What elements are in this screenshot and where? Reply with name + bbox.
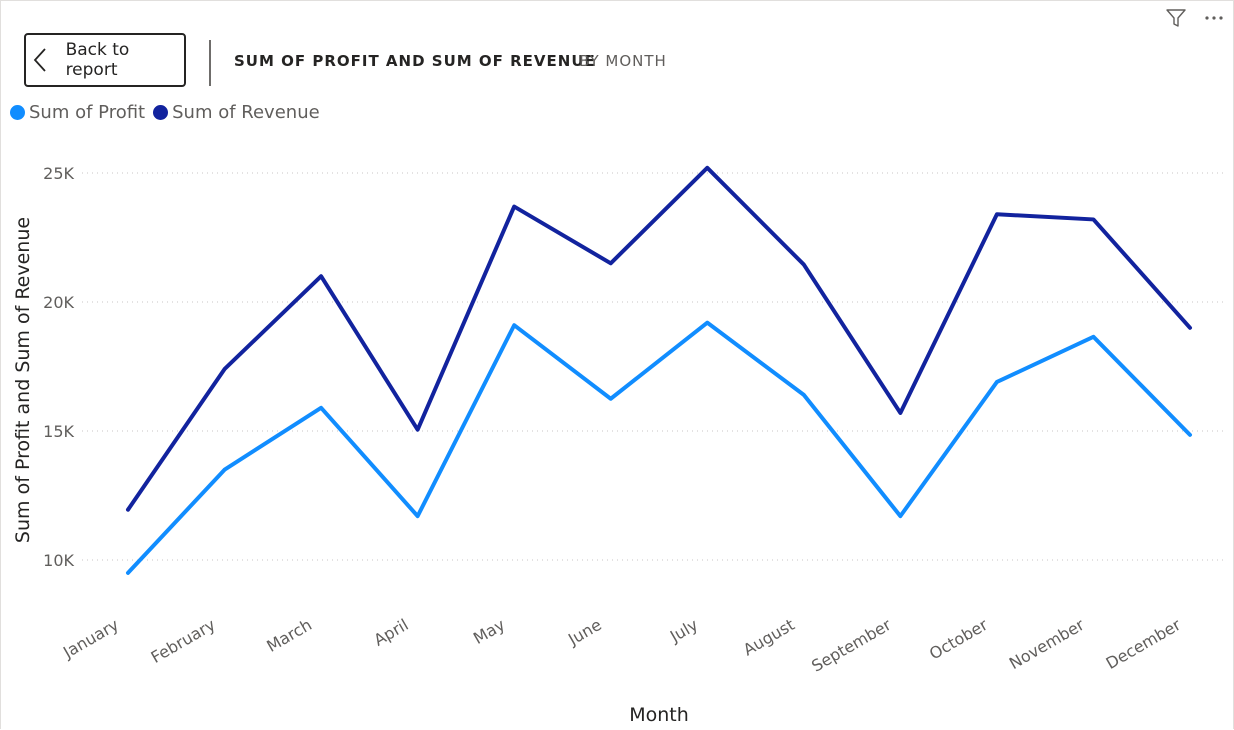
back-to-report-button[interactable]: Back to report [24, 33, 186, 87]
legend-item-revenue[interactable]: Sum of Revenue [153, 102, 320, 123]
data-point-profit [512, 323, 516, 327]
page-title: SUM OF PROFIT AND SUM OF REVENUE [234, 52, 596, 70]
series-line-profit [126, 320, 1192, 575]
data-point-revenue [512, 205, 516, 209]
data-point-profit [223, 468, 227, 472]
filter-icon[interactable] [1164, 6, 1188, 30]
data-point-revenue [609, 261, 613, 265]
data-point-revenue [319, 274, 323, 278]
page-subtitle: BY MONTH [579, 52, 667, 70]
visual-header-icons [1164, 6, 1226, 30]
x-tick-label: December [1103, 615, 1185, 673]
data-point-profit [319, 406, 323, 410]
legend-label-profit: Sum of Profit [29, 102, 146, 123]
x-axis-title: Month [629, 704, 689, 726]
chart-legend: Sum of Profit Sum of Revenue [10, 102, 328, 123]
more-options-icon[interactable] [1202, 6, 1226, 30]
x-tick-label: July [666, 615, 701, 646]
x-tick-label: October [926, 615, 991, 664]
x-tick-label: April [370, 615, 411, 650]
legend-marker-profit [10, 105, 25, 120]
x-tick-label: August [740, 615, 798, 659]
data-point-profit [1091, 335, 1095, 339]
data-point-revenue [1188, 326, 1192, 330]
data-point-profit [802, 393, 806, 397]
x-tick-label: March [263, 615, 315, 656]
data-point-revenue [705, 166, 709, 170]
data-point-profit [898, 514, 902, 518]
y-axis-title: Sum of Profit and Sum of Revenue [12, 217, 34, 543]
x-tick-label: February [148, 615, 219, 667]
data-point-profit [995, 380, 999, 384]
data-point-profit [126, 571, 130, 575]
y-tick-label: 20K [43, 293, 74, 312]
back-button-label: Back to report [65, 40, 130, 80]
series-line-revenue [126, 165, 1192, 512]
data-point-profit [705, 321, 709, 325]
data-point-revenue [416, 428, 420, 432]
legend-marker-revenue [153, 105, 169, 120]
data-point-revenue [223, 367, 227, 371]
data-point-revenue [1091, 217, 1095, 221]
y-tick-label: 25K [43, 164, 74, 183]
x-tick-label: June [564, 615, 605, 649]
y-tick-label: 10K [43, 551, 74, 570]
data-point-profit [1188, 433, 1192, 437]
y-tick-label: 15K [43, 422, 74, 441]
data-point-revenue [126, 508, 130, 512]
x-tick-label: September [808, 615, 894, 676]
x-tick-label: May [470, 615, 508, 648]
data-point-revenue [802, 263, 806, 267]
legend-label-revenue: Sum of Revenue [172, 102, 320, 123]
header-divider [209, 40, 211, 86]
data-point-revenue [995, 212, 999, 216]
legend-item-profit[interactable]: Sum of Profit [10, 102, 145, 123]
data-point-revenue [898, 411, 902, 415]
data-point-profit [416, 514, 420, 518]
x-tick-label: January [59, 615, 122, 662]
chevron-left-icon [32, 46, 52, 74]
data-point-profit [609, 397, 613, 401]
x-tick-label: November [1006, 615, 1088, 673]
